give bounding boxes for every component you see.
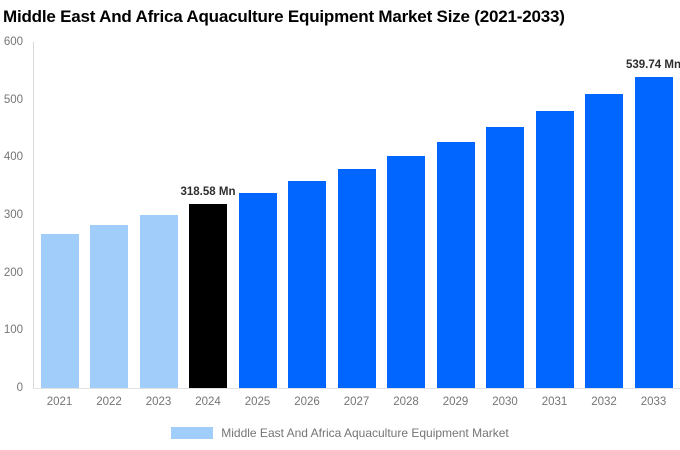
y-axis-tick-label-200: 200 [3,266,23,279]
bar-2030[interactable] [486,126,524,388]
x-axis-label-2028: 2028 [393,396,419,408]
y-axis-tick-label-400: 400 [3,151,23,164]
x-axis-label-2029: 2029 [442,396,469,408]
x-axis-label-2033: 2033 [640,396,667,408]
bar-2029[interactable] [436,141,475,388]
bar-2025[interactable] [238,193,277,388]
legend: Middle East And Africa Aquaculture Equip… [0,426,680,440]
y-axis-tick-label-600: 600 [3,36,23,48]
x-axis-label-2030: 2030 [492,396,518,408]
x-axis-label-2032: 2032 [591,396,617,408]
x-axis-label-2022: 2022 [96,396,122,408]
legend-item[interactable]: Middle East And Africa Aquaculture Equip… [171,426,509,440]
x-axis-label-2025: 2025 [244,396,271,408]
bar-2021[interactable] [40,234,79,388]
legend-label: Middle East And Africa Aquaculture Equip… [221,426,509,440]
x-axis-label-2026: 2026 [294,396,320,408]
y-axis-line [33,42,34,388]
y-axis-tick-label-100: 100 [3,324,23,337]
bar-2031[interactable] [535,111,574,388]
y-axis-tick-label-300: 300 [3,209,23,221]
data-label-2024: 318.58 Mn [180,186,236,199]
bar-2023[interactable] [139,214,178,388]
bar-2028[interactable] [387,155,425,388]
y-axis-tick-label-0: 0 [16,382,23,394]
bar-2026[interactable] [288,181,326,388]
chart-title: Middle East And Africa Aquaculture Equip… [3,7,565,26]
x-axis-line [33,388,680,389]
data-label-2033: 539.74 Mn [626,58,680,71]
x-axis-label-2031: 2031 [541,396,568,408]
x-axis-label-2027: 2027 [343,396,370,408]
bar-2032[interactable] [585,94,623,388]
x-axis-label-2023: 2023 [145,396,172,408]
y-axis-tick-label-500: 500 [3,93,23,106]
bar-2033[interactable] [634,76,673,388]
bar-2027[interactable] [337,168,376,388]
bar-2022[interactable] [90,224,128,388]
bar-2024[interactable] [189,204,227,388]
legend-swatch [171,427,214,439]
x-axis-label-2024: 2024 [195,396,221,408]
x-axis-label-2021: 2021 [46,396,73,408]
